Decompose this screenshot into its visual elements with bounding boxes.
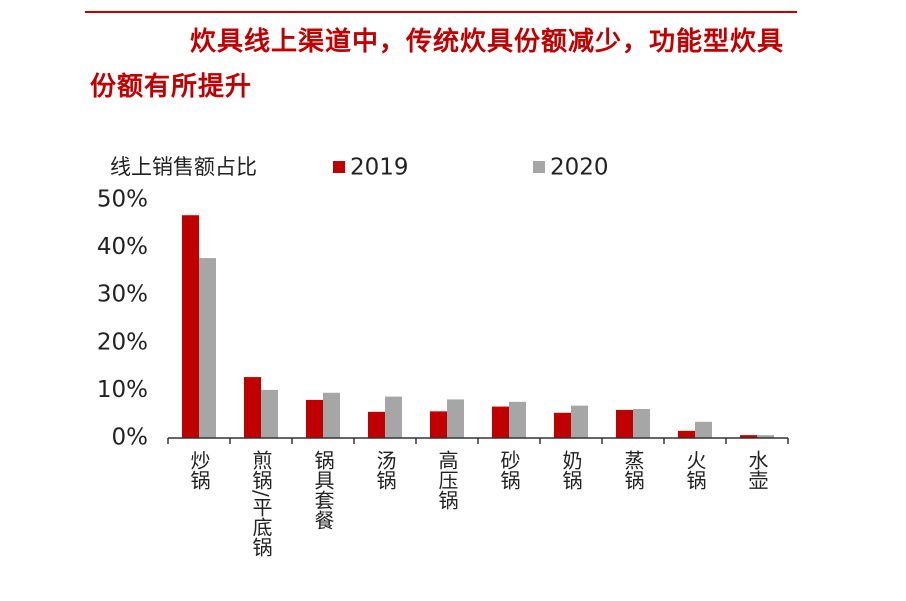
bar bbox=[554, 412, 571, 438]
x-tick-label: 奶锅 bbox=[559, 450, 583, 490]
bar bbox=[385, 396, 402, 438]
bar bbox=[199, 258, 216, 438]
bar bbox=[306, 399, 323, 438]
x-tick-label: 高压锅 bbox=[435, 450, 459, 510]
bar bbox=[616, 409, 633, 438]
y-tick-label: 50% bbox=[97, 187, 148, 213]
x-tick-label: 水壶 bbox=[745, 450, 769, 490]
bar bbox=[244, 377, 261, 438]
bar bbox=[678, 430, 695, 438]
bar bbox=[323, 392, 340, 438]
legend-swatch bbox=[533, 161, 545, 173]
legend-label: 2019 bbox=[350, 155, 409, 181]
x-tick-label: 炒锅 bbox=[187, 450, 211, 490]
x-tick-label: 锅具套餐 bbox=[311, 450, 335, 530]
y-tick-label: 30% bbox=[97, 282, 148, 308]
x-tick-label: 汤锅 bbox=[373, 450, 397, 490]
bar bbox=[695, 421, 712, 438]
bar bbox=[571, 405, 588, 438]
bar bbox=[757, 435, 774, 438]
bar bbox=[633, 408, 650, 438]
x-tick-label: 火锅 bbox=[683, 450, 707, 490]
bar bbox=[368, 411, 385, 438]
bar bbox=[740, 435, 757, 438]
bar bbox=[447, 399, 464, 438]
bar bbox=[261, 389, 278, 438]
y-tick-label: 10% bbox=[97, 377, 148, 403]
y-tick-label: 0% bbox=[112, 425, 149, 451]
top-rule bbox=[85, 11, 797, 13]
chart-title: 炊具线上渠道中，传统炊具份额减少，功能型炊具份额有所提升 bbox=[90, 27, 785, 102]
x-tick-label: 蒸锅 bbox=[621, 450, 645, 490]
y-axis-label: 线上销售额占比 bbox=[110, 155, 257, 179]
bar bbox=[430, 411, 447, 438]
x-tick-label: 砂锅 bbox=[497, 450, 521, 490]
x-tick-label: 煎锅/平底锅 bbox=[249, 450, 273, 557]
bar bbox=[182, 215, 199, 438]
y-tick-label: 20% bbox=[97, 329, 148, 355]
legend-swatch bbox=[333, 161, 345, 173]
legend-label: 2020 bbox=[550, 155, 609, 181]
bar bbox=[509, 401, 526, 438]
y-tick-label: 40% bbox=[97, 234, 148, 260]
bar bbox=[492, 406, 509, 438]
